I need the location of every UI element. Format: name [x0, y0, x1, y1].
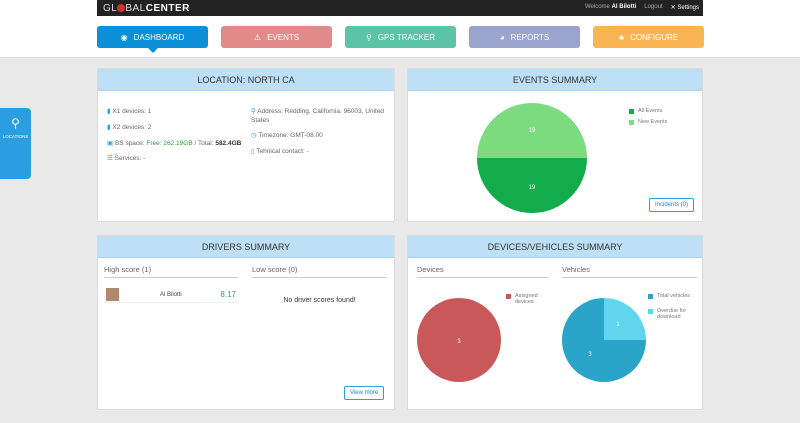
legend-all-events: All Events	[629, 108, 662, 114]
panel-title: LOCATION: NORTH CA	[98, 69, 394, 91]
logo: GL BALCENTER	[103, 3, 190, 14]
driver-score: 8.17	[220, 290, 236, 299]
nav-configure[interactable]: ♣ CONFIGURE	[593, 26, 704, 48]
devices-panel: DEVICES/VEHICLES SUMMARY Devices Vehicle…	[407, 235, 703, 410]
slice-label: 19	[529, 128, 536, 134]
avatar	[106, 288, 119, 301]
nav-events[interactable]: ⚠ EVENTS	[221, 26, 332, 48]
main-nav: ◉ DASHBOARD ⚠ EVENTS ⚲ GPS TRACKER ◕ REPORTS…	[0, 16, 800, 58]
locations-tab[interactable]: ⚲ LOCATIONS	[0, 108, 31, 179]
active-caret	[148, 48, 158, 53]
legend-total-vehicles: Total vehicles	[648, 293, 698, 299]
pie-slice-all-events	[477, 158, 587, 213]
high-score-header: High score (1)	[104, 265, 238, 278]
x2-devices: ▮ X2 devices: 2	[107, 124, 152, 131]
sitemap-icon: ♣	[618, 32, 625, 42]
dashboard-icon: ◉	[120, 32, 128, 42]
nav-gps-tracker[interactable]: ⚲ GPS TRACKER	[345, 26, 456, 48]
map-pin-icon: ⚲	[365, 32, 372, 42]
location-panel: LOCATION: NORTH CA ▮ X1 devices: 1 ▮ X2 …	[97, 68, 395, 222]
pie-slice-assigned-devices	[417, 298, 501, 382]
legend-overdue: Overdue for download	[648, 308, 698, 320]
pie-slice-overdue	[604, 298, 646, 340]
technical-contact: ▯ Tehnical contact: -	[251, 148, 309, 155]
pie-slice-new-events	[477, 103, 587, 158]
panel-title: EVENTS SUMMARY	[408, 69, 702, 91]
driver-row[interactable]: Al Bilotti 8.17	[104, 287, 238, 303]
no-scores-message: No driver scores found!	[283, 297, 356, 304]
events-panel: EVENTS SUMMARY 19 19 All Events New Even…	[407, 68, 703, 222]
slice-label: 1	[616, 322, 620, 328]
welcome-text: Welcome Al Bilotti	[585, 4, 637, 10]
vehicles-pie-chart: 1 3	[562, 298, 646, 382]
globe-icon	[117, 4, 126, 12]
settings-link[interactable]: ✕ Settings	[670, 5, 699, 11]
low-score-header: Low score (0)	[252, 265, 387, 278]
panel-title: DEVICES/VEHICLES SUMMARY	[408, 236, 702, 258]
chart-icon: ◕	[499, 32, 505, 42]
vehicles-header: Vehicles	[562, 265, 697, 278]
nav-reports[interactable]: ◕ REPORTS	[469, 26, 580, 48]
nav-dashboard[interactable]: ◉ DASHBOARD	[97, 26, 208, 48]
logout-link[interactable]: Logout	[644, 4, 663, 10]
panel-title: DRIVERS SUMMARY	[98, 236, 394, 258]
timezone: ◷ Timezone: GMT-08:00	[251, 132, 323, 139]
warning-icon: ⚠	[253, 32, 262, 42]
incidents-button[interactable]: Incidents (0)	[649, 198, 695, 212]
drivers-panel: DRIVERS SUMMARY High score (1) Low score…	[97, 235, 395, 410]
slice-label: 3	[457, 339, 461, 345]
driver-name: Al Bilotti	[160, 292, 182, 298]
devices-pie-chart: 3	[417, 298, 501, 382]
view-more-button[interactable]: View more	[344, 386, 385, 400]
bs-space: ▣ BS space: Free: 262.19GB / Total: 582.…	[107, 140, 242, 147]
legend-new-events: New Events	[629, 119, 667, 125]
devices-header: Devices	[417, 265, 549, 278]
address: ⚲ Address: Redding, California, 96003, U…	[251, 108, 385, 124]
services: ☰ Services: -	[107, 155, 146, 162]
legend-assigned-devices: Assigned devices	[506, 293, 546, 305]
x1-devices: ▮ X1 devices: 1	[107, 108, 152, 115]
slice-label: 3	[588, 352, 592, 358]
top-bar: GL BALCENTER Welcome Al Bilotti Logout ✕ Se…	[0, 0, 800, 16]
slice-label: 19	[529, 185, 536, 191]
map-pin-icon: ⚲	[11, 116, 20, 130]
events-pie-chart: 19 19	[477, 103, 587, 213]
